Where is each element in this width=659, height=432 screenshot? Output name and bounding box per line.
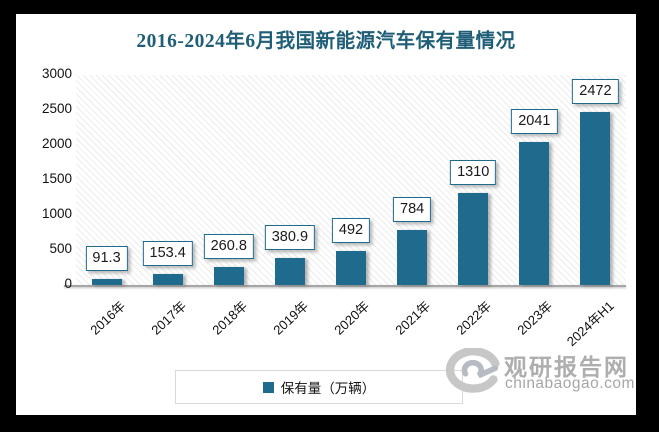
y-tick-label: 1000 bbox=[41, 206, 72, 221]
bar bbox=[152, 274, 183, 285]
y-tick-label: 0 bbox=[64, 276, 72, 291]
y-tick-label: 1500 bbox=[41, 171, 72, 186]
data-label-box: 380.9 bbox=[264, 225, 316, 251]
x-axis-line bbox=[64, 285, 626, 287]
bar bbox=[213, 266, 244, 285]
data-label-box: 260.8 bbox=[203, 233, 254, 259]
data-label-box: 2041 bbox=[511, 109, 558, 135]
legend-label: 保有量（万辆） bbox=[280, 381, 376, 396]
watermark: 观研报告网 chinabaogao.com bbox=[444, 346, 644, 398]
bar bbox=[580, 111, 611, 285]
y-tick-label: 3000 bbox=[41, 66, 72, 81]
bar bbox=[91, 278, 122, 285]
watermark-site-url: chinabaogao.com bbox=[505, 375, 635, 392]
swirl-g-logo-icon bbox=[445, 348, 500, 393]
data-label-box: 492 bbox=[331, 217, 371, 243]
bar bbox=[519, 142, 550, 285]
bar bbox=[274, 258, 305, 285]
y-tick-label: 500 bbox=[49, 241, 72, 256]
data-label-box: 1310 bbox=[450, 160, 497, 186]
y-tick-label: 2500 bbox=[41, 101, 72, 116]
data-label-box: 153.4 bbox=[142, 241, 193, 267]
bar bbox=[458, 193, 489, 285]
chart-title: 2016-2024年6月我国新能源汽车保有量情况 bbox=[136, 31, 516, 52]
legend: 保有量（万辆） bbox=[175, 370, 463, 404]
bar bbox=[336, 250, 366, 285]
watermark-site-name: 观研报告网 bbox=[504, 354, 629, 380]
y-tick-label: 2000 bbox=[41, 136, 72, 151]
bar bbox=[397, 230, 428, 285]
data-label-box: 784 bbox=[393, 197, 432, 223]
data-label-box: 91.3 bbox=[85, 245, 128, 271]
data-label-box: 2472 bbox=[572, 78, 619, 104]
legend-swatch-icon bbox=[262, 381, 274, 393]
